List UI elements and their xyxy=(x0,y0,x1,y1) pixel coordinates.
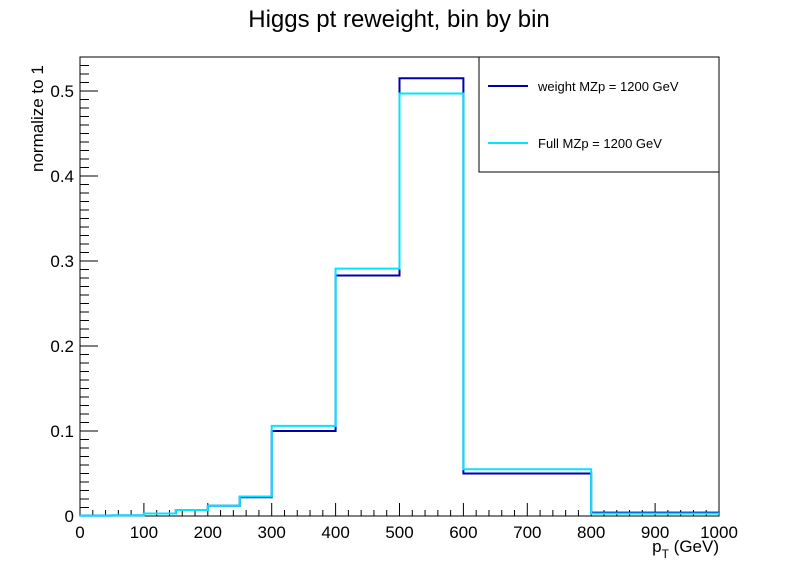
y-tick-label: 0.4 xyxy=(50,167,74,186)
legend-label-weight: weight MZp = 1200 GeV xyxy=(537,79,679,94)
x-tick-label: 1000 xyxy=(700,523,738,542)
y-tick-label: 0.5 xyxy=(50,82,74,101)
legend-label-full: Full MZp = 1200 GeV xyxy=(538,136,662,151)
x-axis-label-main: p xyxy=(652,537,661,556)
y-tick-label: 0.1 xyxy=(50,422,74,441)
y-tick-label: 0.2 xyxy=(50,337,74,356)
y-tick-label: 0.3 xyxy=(50,252,74,271)
x-tick-label: 900 xyxy=(641,523,669,542)
x-axis-label-sub: T xyxy=(662,547,670,561)
legend-box xyxy=(478,56,720,173)
x-tick-label: 800 xyxy=(577,523,605,542)
x-tick-label: 600 xyxy=(449,523,477,542)
x-axis-label: pT (GeV) xyxy=(652,537,719,561)
x-tick-label: 0 xyxy=(75,523,84,542)
x-tick-label: 400 xyxy=(321,523,349,542)
series-group xyxy=(79,77,719,517)
chart-title: Higgs pt reweight, bin by bin xyxy=(248,6,550,33)
x-tick-label: 100 xyxy=(130,523,158,542)
series-line-1 xyxy=(79,92,719,517)
y-axis: 0 0.1 0.2 0.3 0.4 0.5 xyxy=(50,56,98,526)
x-tick-label: 700 xyxy=(513,523,541,542)
x-tick-label: 500 xyxy=(385,523,413,542)
x-tick-label: 200 xyxy=(194,523,222,542)
y-tick-label: 0 xyxy=(65,507,74,526)
x-tick-label: 300 xyxy=(258,523,286,542)
x-axis-label-unit: (GeV) xyxy=(669,537,719,556)
legend: weight MZp = 1200 GeV Full MZp = 1200 Ge… xyxy=(478,56,720,173)
x-axis: 0 100 200 300 400 500 600 700 800 900 1000 xyxy=(75,503,738,542)
y-axis-label: normalize to 1 xyxy=(28,65,47,172)
